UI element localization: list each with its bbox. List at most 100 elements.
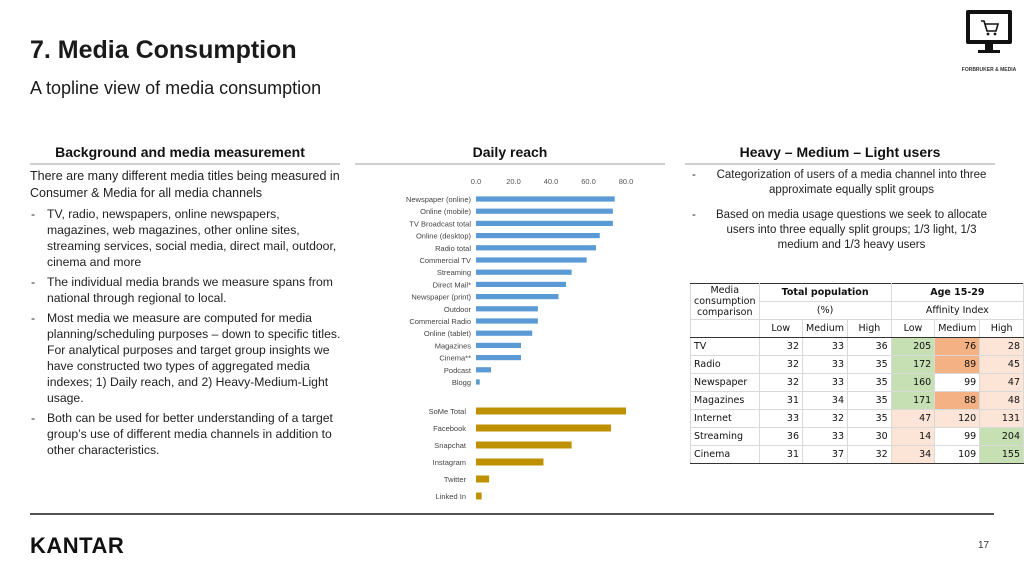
- total-cell: 35: [847, 409, 892, 428]
- total-cell: 33: [802, 337, 848, 356]
- category-label: Commercial Radio: [409, 317, 471, 326]
- affinity-cell: 131: [979, 409, 1024, 428]
- middle-column-heading: Daily reach: [472, 144, 548, 160]
- right-bullet-text: Categorization of users of a media chann…: [716, 169, 987, 196]
- subheader-cell: High: [847, 319, 892, 338]
- left-column-text: There are many different media titles be…: [30, 168, 345, 462]
- bar-newspaper-online: [476, 196, 615, 202]
- bar-tv-broadcast-total: [476, 220, 613, 226]
- category-label: Direct Mail*: [433, 280, 471, 289]
- bar-online-mobile: [476, 208, 613, 214]
- group1-header: Total population: [758, 283, 892, 302]
- category-label: Online (mobile): [420, 207, 471, 216]
- left-bullet-list: TV, radio, newspapers, online newspapers…: [30, 206, 345, 458]
- total-cell: 32: [758, 337, 804, 356]
- x-tick-label: 40.0: [544, 177, 559, 186]
- table-row-label: Newspaper: [690, 373, 760, 392]
- affinity-cell: 48: [979, 391, 1024, 410]
- x-tick-label: 20.0: [506, 177, 521, 186]
- category-label: Radio total: [435, 244, 471, 253]
- right-column-text: - Categorization of users of a media chan…: [690, 168, 995, 263]
- category-label: Streaming: [437, 268, 471, 277]
- monitor-cart-logo-icon: [964, 8, 1014, 56]
- subheader-cell: Low: [890, 319, 936, 338]
- total-cell: 31: [758, 445, 804, 464]
- total-cell: 34: [802, 391, 848, 410]
- affinity-cell: 34: [890, 445, 936, 464]
- left-heading-divider: [30, 163, 340, 165]
- table-row-label: Magazines: [690, 391, 760, 410]
- category-label: Cinema**: [439, 354, 471, 363]
- category-label: Linked In: [436, 492, 466, 501]
- footer-divider: [30, 513, 994, 515]
- x-tick-label: 60.0: [581, 177, 596, 186]
- total-cell: 35: [847, 373, 892, 392]
- affinity-cell: 120: [934, 409, 981, 428]
- affinity-cell: 205: [890, 337, 936, 356]
- daily-reach-chart: 0.0 20.0 40.0 60.0 80.0 Newspaper (online) Onl…: [406, 177, 634, 501]
- right-bullet-text: Based on media usage questions we seek t…: [715, 209, 988, 251]
- left-bullet: TV, radio, newspapers, online newspapers…: [30, 206, 345, 270]
- affinity-cell: 45: [979, 355, 1024, 374]
- page-number: 17: [978, 540, 990, 551]
- total-cell: 33: [802, 427, 848, 446]
- category-label: Online (desktop): [416, 232, 472, 241]
- table-row-label: Cinema: [690, 445, 760, 464]
- media-col-header: Media consumption comparison: [690, 283, 760, 320]
- affinity-cell: 172: [890, 355, 936, 374]
- x-tick-label: 0.0: [471, 177, 481, 186]
- affinity-cell: 99: [934, 427, 981, 446]
- right-bullet: - Categorization of users of a media chan…: [692, 169, 987, 196]
- media-header-line: consumption: [694, 296, 756, 307]
- table-row-label: Internet: [690, 409, 760, 428]
- kantar-logo: KANTAR: [30, 533, 125, 558]
- middle-heading-divider: [355, 163, 665, 165]
- bar-newspaper-print: [476, 294, 559, 300]
- total-cell: 35: [847, 355, 892, 374]
- group2-header: Age 15-29: [890, 283, 1024, 302]
- bar-streaming: [476, 269, 572, 275]
- bar-blogg: [476, 379, 480, 385]
- bar-magazines: [476, 342, 521, 348]
- group2-subheader: Affinity Index: [890, 301, 1024, 320]
- media-header-line: comparison: [697, 307, 753, 318]
- category-label: Twitter: [444, 475, 467, 484]
- category-label: SoMe Total: [429, 407, 467, 416]
- category-label: Snapchat: [434, 441, 467, 450]
- bar-some-total: [476, 407, 626, 415]
- total-cell: 30: [847, 427, 892, 446]
- right-column-heading: Heavy – Medium – Light users: [739, 144, 941, 160]
- media-header-line: Media: [710, 285, 740, 296]
- table-row-label: Streaming: [690, 427, 760, 446]
- bar-facebook: [476, 424, 611, 432]
- total-cell: 33: [802, 355, 848, 374]
- x-tick-label: 80.0: [619, 177, 634, 186]
- affinity-cell: 160: [890, 373, 936, 392]
- left-bullet: Both can be used for better understandin…: [30, 410, 345, 458]
- logo-caption: FORBRUKER & MEDIA: [961, 67, 1017, 73]
- affinity-cell: 76: [934, 337, 981, 356]
- bar-cinema: [476, 355, 521, 361]
- total-cell: 31: [758, 391, 804, 410]
- left-intro: There are many different media titles be…: [30, 169, 340, 200]
- total-cell: 36: [847, 337, 892, 356]
- bar-commercial-tv: [476, 257, 587, 263]
- total-cell: 32: [758, 355, 804, 374]
- category-label: Online (tablet): [424, 329, 472, 338]
- left-bullet: The individual media brands we measure s…: [30, 274, 345, 306]
- affinity-cell: 88: [934, 391, 981, 410]
- bar-commercial-radio: [476, 318, 538, 324]
- category-label: Commercial TV: [419, 256, 471, 265]
- category-label: Magazines: [435, 341, 472, 350]
- category-label: Podcast: [444, 366, 472, 375]
- right-bullet: - Based on media usage questions we seek …: [692, 209, 988, 251]
- table-row-label: Radio: [690, 355, 760, 374]
- total-cell: 37: [802, 445, 848, 464]
- left-bullet: Most media we measure are computed for m…: [30, 310, 345, 406]
- bar-snapchat: [476, 441, 572, 449]
- total-cell: 36: [758, 427, 804, 446]
- bar-instagram: [476, 458, 544, 466]
- page-title: 7. Media Consumption: [30, 36, 297, 64]
- total-cell: 33: [802, 373, 848, 392]
- bar-twitter: [476, 475, 490, 483]
